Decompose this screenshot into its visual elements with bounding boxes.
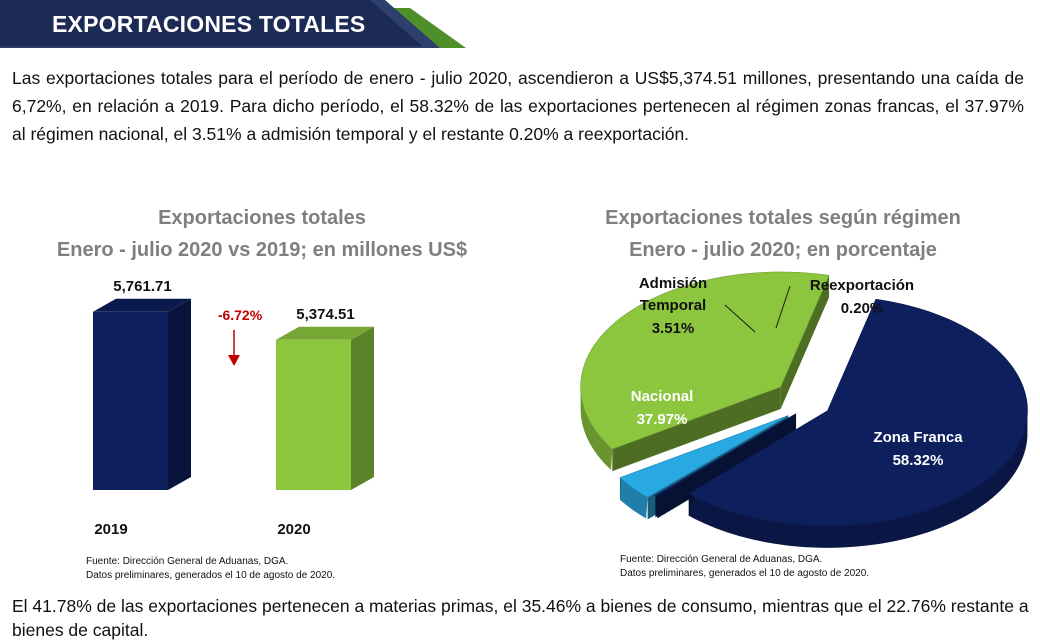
- zona-franca-name-label: Zona Franca: [873, 429, 963, 446]
- bar-value-label: 5,761.71: [113, 278, 171, 295]
- pie-slice-top: [654, 413, 797, 497]
- nacional-name-label: Nacional: [631, 388, 694, 405]
- down-arrow-icon: [228, 330, 240, 366]
- pie-chart-source-line-2: Datos preliminares, generados el 10 de a…: [620, 568, 870, 579]
- nacional-value-label: 37.97%: [637, 411, 688, 428]
- pie-chart-source-line-1: Fuente: Dirección General de Aduanas, DG…: [620, 554, 823, 565]
- pie-slices-group: [580, 271, 1028, 548]
- outro-paragraph: El 41.78% de las exportaciones pertenece…: [12, 596, 1029, 640]
- pie-chart-subtitle: Enero - julio 2020; en porcentaje: [629, 239, 937, 261]
- bar-chart-source: Fuente: Dirección General de Aduanas, DG…: [86, 555, 335, 583]
- reexportacion-leader-line: [775, 285, 791, 329]
- bars-group: 5,761.71 2019 5,374.51 2020: [93, 278, 374, 538]
- bar-chart-subtitle: Enero - julio 2020 vs 2019; en millones …: [57, 239, 467, 261]
- reexportacion-name-label: Reexportación: [810, 277, 914, 294]
- pie-slice-wall: [655, 413, 797, 518]
- bar-top-2019: [93, 298, 191, 312]
- intro-paragraph: Las exportaciones totales para el períod…: [12, 68, 1024, 144]
- pie-slice-wall: [612, 386, 781, 472]
- bar-side-2020: [351, 326, 374, 490]
- pie-slice-top: [619, 415, 789, 498]
- pie-chart: Exportaciones totales según régimen Ener…: [580, 207, 1028, 548]
- pie-slice-rim: [580, 388, 613, 470]
- pie-slice-zona-franca: [688, 298, 1028, 548]
- pie-chart-source: Fuente: Dirección General de Aduanas, DG…: [620, 553, 869, 581]
- bar-category-label: 2019: [94, 521, 127, 538]
- bar-2020: [276, 326, 374, 490]
- pie-slice-rim: [619, 478, 648, 519]
- reexportacion-value-label: 0.20%: [841, 300, 884, 317]
- bar-front-2020: [276, 339, 351, 490]
- admision-leader-line: [724, 304, 756, 333]
- pie-slice-top: [688, 298, 1028, 527]
- pie-slice-wall: [780, 275, 830, 409]
- bar-chart: Exportaciones totales Enero - julio 2020…: [57, 207, 467, 538]
- bar-front-2019: [93, 311, 168, 490]
- admision-value-label: 3.51%: [652, 320, 695, 337]
- bar-value-label: 5,374.51: [296, 306, 354, 323]
- bar-chart-title: Exportaciones totales: [158, 207, 366, 229]
- pie-slice-top: [580, 271, 830, 450]
- pie-slice-rim: [688, 410, 1028, 548]
- bar-category-label: 2020: [277, 521, 310, 538]
- bar-side-2019: [168, 298, 191, 490]
- admision-name-line-1: Admisión: [639, 275, 707, 292]
- bar-2019: [93, 298, 191, 490]
- pie-slice-nacional: [580, 271, 830, 472]
- admision-name-line-2: Temporal: [640, 297, 706, 314]
- change-annotation: -6.72%: [218, 307, 263, 323]
- bar-chart-source-line-2: Datos preliminares, generados el 10 de a…: [86, 570, 336, 581]
- bar-top-2020: [276, 326, 374, 340]
- banner-title: EXPORTACIONES TOTALES: [52, 11, 366, 37]
- bar-chart-source-line-1: Fuente: Dirección General de Aduanas, DG…: [86, 556, 289, 567]
- pie-chart-title: Exportaciones totales según régimen: [605, 207, 961, 229]
- banner-shape: [0, 0, 466, 48]
- zona-franca-value-label: 58.32%: [893, 452, 944, 469]
